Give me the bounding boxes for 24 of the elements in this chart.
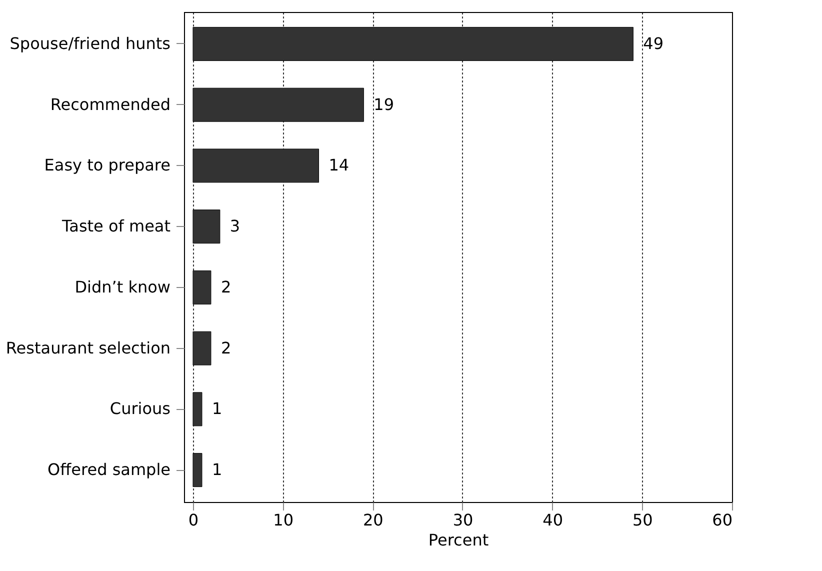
x-tick-label: 30	[452, 510, 474, 530]
data-label: 3	[230, 216, 240, 236]
y-tick-label: Easy to prepare	[44, 156, 170, 175]
x-tick-label: 50	[632, 510, 653, 530]
data-label: 2	[220, 338, 232, 358]
data-label: 19	[374, 94, 394, 114]
y-tick-label: Curious	[110, 399, 170, 418]
y-tick-label: Restaurant selection	[6, 338, 170, 358]
y-tick-label: Spouse/friend hunts	[10, 34, 170, 53]
y-tick-label: Didn’t know	[74, 277, 170, 296]
y-tick-label: Taste of meat	[61, 216, 170, 236]
x-axis-title: Percent	[428, 530, 489, 550]
x-tick-label: 20	[362, 510, 384, 530]
data-label: 2	[220, 277, 232, 296]
data-label: 49	[643, 34, 664, 53]
x-tick-label: 60	[712, 510, 732, 530]
x-tick-label: 0	[188, 510, 199, 530]
data-label: 1	[212, 399, 222, 418]
x-tick-label: 10	[273, 510, 294, 530]
data-label: 14	[328, 156, 350, 175]
x-tick-label: 40	[542, 510, 564, 530]
y-tick-label: Recommended	[50, 94, 170, 114]
y-tick-label: Offered sample	[48, 460, 170, 480]
data-label: 1	[212, 460, 222, 480]
